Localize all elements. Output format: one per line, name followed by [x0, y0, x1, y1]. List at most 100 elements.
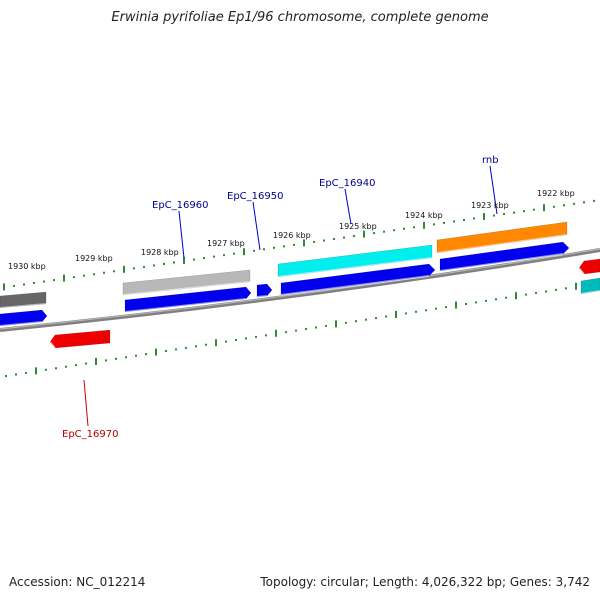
minor-tick — [533, 208, 535, 211]
minor-tick — [405, 312, 407, 315]
kbp-label: 1925 kbp — [339, 222, 377, 231]
major-tick — [215, 339, 217, 347]
minor-tick — [393, 229, 395, 232]
minor-tick — [203, 257, 205, 260]
minor-tick — [555, 288, 557, 291]
leader-line-epc16940 — [344, 188, 352, 225]
major-tick — [3, 283, 5, 291]
minor-tick — [133, 267, 135, 270]
minor-tick — [135, 354, 137, 357]
cds-blue-rnb[interactable] — [439, 241, 570, 272]
minor-tick — [333, 238, 335, 241]
major-tick — [35, 367, 37, 375]
minor-tick — [445, 306, 447, 309]
minor-tick — [73, 276, 75, 279]
minor-tick — [113, 270, 115, 273]
minor-tick — [443, 221, 445, 224]
gene-label-epc16970[interactable]: EpC_16970 — [62, 429, 118, 440]
minor-tick — [85, 362, 87, 365]
leader-line-rnb — [489, 165, 498, 215]
minor-tick — [485, 299, 487, 302]
feature-highlight — [277, 257, 433, 278]
major-tick — [183, 257, 185, 265]
minor-tick — [225, 340, 227, 343]
upper-tick-track — [3, 199, 595, 291]
minor-tick — [305, 328, 307, 331]
gene-label-epc16950[interactable]: EpC_16950 — [227, 191, 283, 202]
major-tick — [483, 213, 485, 221]
minor-tick — [593, 199, 595, 202]
minor-tick — [525, 293, 527, 296]
kbp-label: 1930 kbp — [8, 262, 46, 271]
minor-tick — [245, 337, 247, 340]
minor-tick — [15, 373, 17, 376]
minor-tick — [325, 324, 327, 327]
minor-tick — [263, 248, 265, 251]
minor-tick — [435, 307, 437, 310]
cds-blue-16940[interactable] — [280, 263, 436, 296]
minor-tick — [115, 357, 117, 360]
minor-tick — [195, 345, 197, 348]
minor-tick — [65, 365, 67, 368]
cds-red-right[interactable] — [578, 258, 600, 275]
major-tick — [455, 301, 457, 309]
minor-tick — [513, 211, 515, 214]
cds-blue-16950[interactable] — [256, 283, 273, 298]
minor-tick — [315, 326, 317, 329]
kbp-label: 1927 kbp — [207, 239, 245, 248]
minor-tick — [53, 279, 55, 282]
minor-tick — [145, 353, 147, 356]
feature-highlight — [578, 267, 585, 275]
minor-tick — [545, 290, 547, 293]
minor-tick — [255, 335, 257, 338]
minor-tick — [465, 302, 467, 305]
major-tick — [575, 282, 577, 290]
cds-blue-16960[interactable] — [124, 286, 252, 313]
gene-label-rnb[interactable]: rnb — [482, 155, 499, 166]
feature-highlight — [124, 298, 247, 313]
minor-tick — [433, 223, 435, 226]
minor-tick — [385, 315, 387, 318]
minor-tick — [503, 213, 505, 216]
major-tick — [63, 274, 65, 282]
minor-tick — [425, 309, 427, 312]
major-tick — [123, 265, 125, 273]
minor-tick — [343, 236, 345, 239]
minor-tick — [165, 349, 167, 352]
minor-tick — [13, 284, 15, 287]
minor-tick — [523, 210, 525, 213]
chromosome-backbone — [0, 248, 600, 332]
minor-tick — [573, 202, 575, 205]
minor-tick — [475, 301, 477, 304]
major-tick — [395, 310, 397, 318]
minor-tick — [553, 205, 555, 208]
minor-tick — [565, 287, 567, 290]
gene-label-epc16940[interactable]: EpC_16940 — [319, 178, 375, 189]
minor-tick — [493, 214, 495, 217]
feature-highlight — [280, 275, 430, 296]
minor-tick — [143, 265, 145, 268]
cds-red-16970[interactable] — [49, 329, 111, 349]
gene-teal-right[interactable] — [580, 277, 600, 295]
feature-highlight — [580, 290, 600, 295]
map-title: Erwinia pyrifoliae Ep1/96 chromosome, co… — [111, 10, 489, 25]
minor-tick — [45, 368, 47, 371]
minor-tick — [265, 334, 267, 337]
minor-tick — [535, 292, 537, 295]
chromosome-backbone-highlight — [0, 248, 600, 330]
gene-label-epc16960[interactable]: EpC_16960 — [152, 200, 208, 211]
minor-tick — [563, 204, 565, 207]
minor-tick — [33, 282, 35, 285]
feature-highlight — [122, 281, 251, 296]
genome-summary-text: Topology: circular; Length: 4,026,322 bp… — [260, 575, 590, 589]
minor-tick — [285, 331, 287, 334]
feature-highlight — [256, 295, 268, 298]
minor-tick — [495, 298, 497, 301]
minor-tick — [23, 283, 25, 286]
major-tick — [243, 248, 245, 256]
minor-tick — [473, 217, 475, 220]
kbp-label: 1922 kbp — [537, 189, 575, 198]
minor-tick — [353, 235, 355, 238]
minor-tick — [175, 348, 177, 351]
minor-tick — [355, 320, 357, 323]
